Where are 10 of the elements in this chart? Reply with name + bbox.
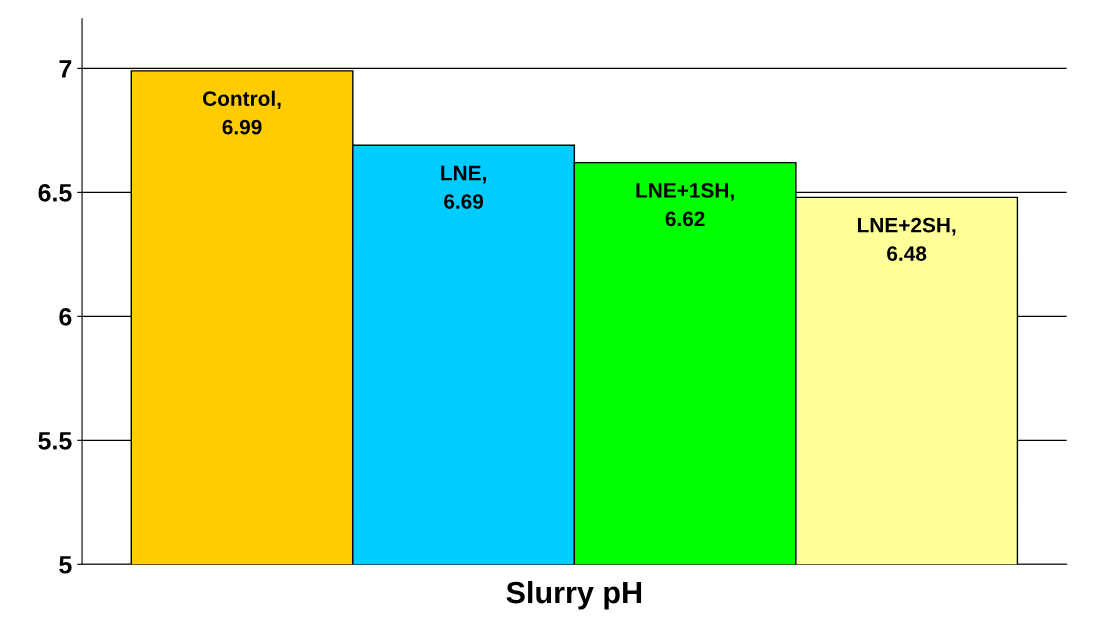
- data-label: LNE, 6.69: [441, 165, 486, 209]
- data-label: LNE+1SH, 6.62: [636, 183, 734, 227]
- y-tick-label: 5.5: [38, 432, 72, 450]
- data-label: LNE+2SH, 6.48: [857, 217, 956, 261]
- y-tick-label: 6.5: [38, 183, 72, 202]
- data-label: Control, 6.99: [202, 90, 281, 135]
- y-tick-label: 7: [59, 60, 72, 78]
- y-tick-label: 5: [59, 556, 72, 574]
- x-tick-label: Slurry pH: [506, 580, 642, 610]
- y-tick-label: 6: [59, 307, 72, 326]
